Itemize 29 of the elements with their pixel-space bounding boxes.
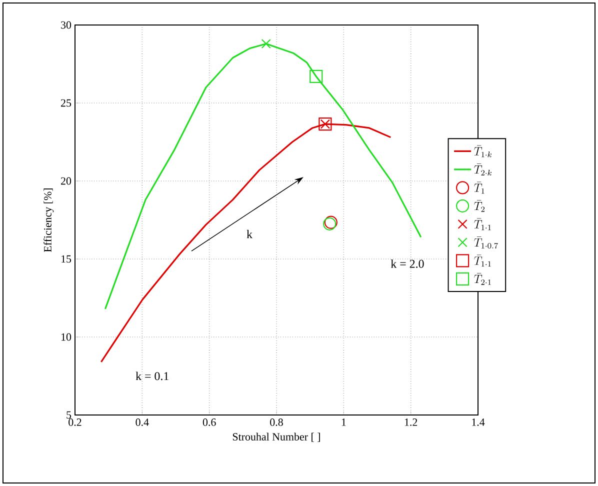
y-axis-title: Efficiency [%] [44, 188, 54, 252]
point [310, 70, 323, 84]
x-tick-label: 0.2 [68, 418, 82, 426]
x-axis-title: Strouhal Number [ ] [232, 432, 320, 442]
y-tick-label: 15 [61, 255, 72, 263]
line-series [104, 42, 422, 310]
annotation: k = 0.1 [136, 372, 168, 380]
y-tick-label: 20 [61, 177, 72, 185]
x-tick-label: 0.4 [136, 418, 149, 426]
x-tick-label: 0.8 [270, 418, 283, 426]
point [261, 38, 271, 49]
legend-label: $\bar{T}_{2}$ [474, 200, 485, 212]
y-tick-label: 5 [66, 411, 72, 419]
annotation: k [246, 230, 252, 238]
legend-label: $\bar{T}_{2\cdot k}$ [474, 164, 492, 176]
legend-label: $\bar{T}_{1\cdot 1}$ [474, 254, 491, 267]
legend-label: $\bar{T}_{1}$ [474, 182, 484, 194]
x-tick-label: 0.6 [202, 418, 216, 426]
annotation: k = 2.0 [390, 259, 424, 268]
legend-label: $\bar{T}_{1\cdot k}$ [474, 145, 492, 158]
y-tick-label: 25 [61, 99, 72, 107]
y-tick-label: 30 [61, 21, 72, 29]
legend-label: $\bar{T}_{2\cdot 1}$ [474, 273, 491, 285]
x-tick-label: 1.4 [472, 418, 485, 426]
y-tick-label: 10 [61, 333, 72, 341]
x-tick-label: 1 [342, 418, 346, 426]
x-tick-label: 1.2 [404, 418, 418, 426]
legend-label: $\bar{T}_{1\cdot 0.7}$ [474, 236, 498, 249]
legend-label: $\bar{T}_{1\cdot 1}$ [474, 218, 491, 230]
